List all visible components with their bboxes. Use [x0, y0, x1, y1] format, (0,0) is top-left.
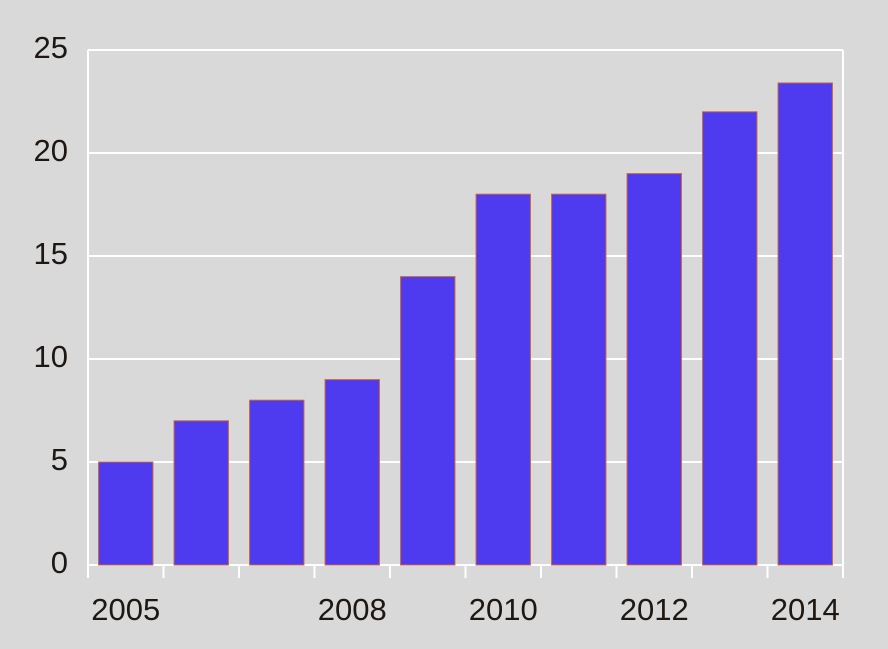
x-tick-label: 2010: [469, 592, 538, 627]
bar: [173, 420, 229, 566]
y-tick-label: 10: [34, 339, 68, 374]
bar: [98, 461, 154, 566]
bar: [551, 193, 607, 566]
x-tick-label: 2005: [91, 592, 160, 627]
bar: [324, 379, 380, 566]
bar: [249, 399, 305, 566]
bar: [626, 173, 682, 566]
x-tick-label: 2008: [318, 592, 387, 627]
y-tick-label: 5: [51, 442, 68, 477]
x-tick-label: 2014: [771, 592, 840, 627]
x-tick-label: 2012: [620, 592, 689, 627]
bar: [400, 276, 456, 566]
y-tick-label: 20: [34, 133, 68, 168]
y-tick-label: 25: [34, 30, 68, 65]
bar: [475, 193, 531, 566]
bar: [702, 111, 758, 566]
y-tick-label: 15: [34, 236, 68, 271]
bar: [777, 82, 833, 566]
y-tick-label: 0: [51, 545, 68, 580]
